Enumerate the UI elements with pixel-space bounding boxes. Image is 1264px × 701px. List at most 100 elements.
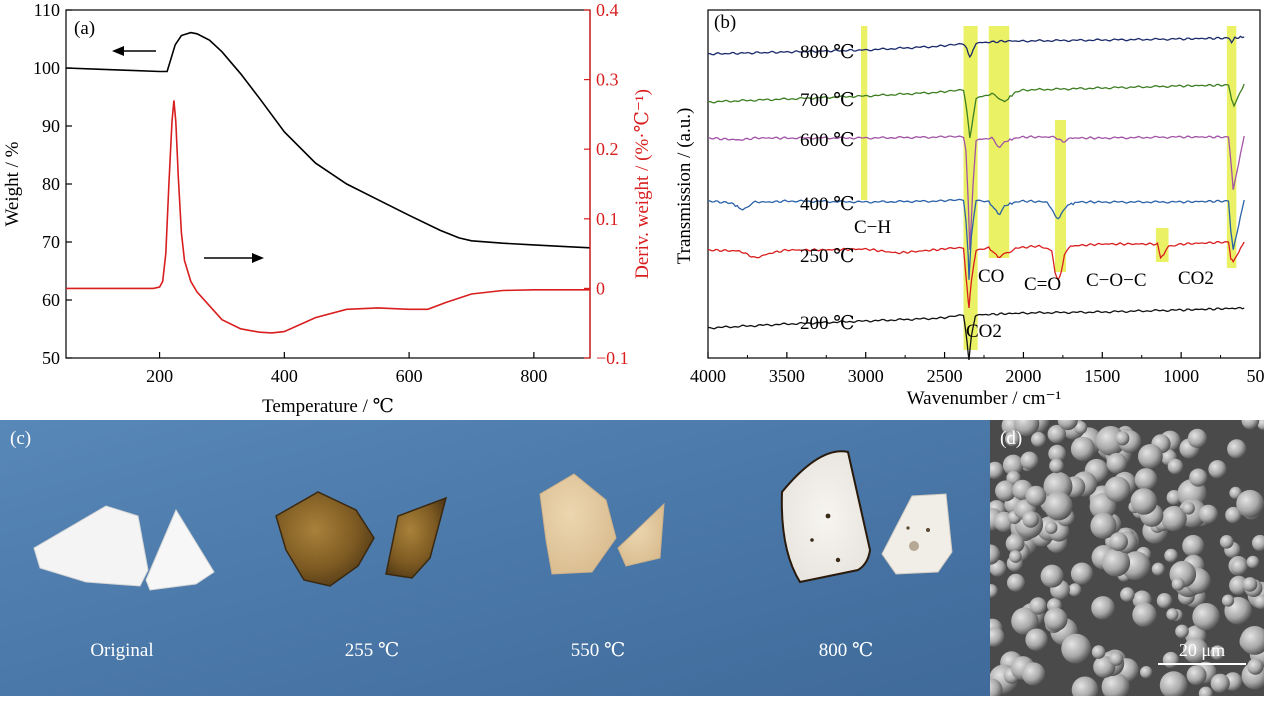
sample-photo: (c) Original 255 ℃ 550 ℃ 800 ℃ xyxy=(0,420,990,696)
y2-tick-label: −0.1 xyxy=(596,348,629,368)
right-arrow-annotation xyxy=(204,253,264,263)
x-tick-label: 400 xyxy=(271,366,298,386)
sem-particle xyxy=(1164,549,1178,563)
caption-550: 550 ℃ xyxy=(571,640,626,661)
sem-particle xyxy=(1236,490,1264,518)
highlight-band xyxy=(963,26,977,350)
deriv-weight-curve xyxy=(66,101,590,333)
caption-800: 800 ℃ xyxy=(819,640,874,661)
sem-particle xyxy=(1172,578,1185,591)
sem-particle xyxy=(1107,453,1128,474)
sem-particle xyxy=(1208,460,1226,478)
sem-particle xyxy=(1071,563,1093,585)
x-tick-label: 3500 xyxy=(769,366,805,386)
sem-particle xyxy=(1031,432,1046,447)
sem-particle xyxy=(1138,444,1163,469)
y2-tick-label: 0.2 xyxy=(596,139,619,159)
weight-curve xyxy=(66,33,590,248)
sem-particle xyxy=(1247,659,1263,675)
sem-particle xyxy=(1187,665,1207,685)
annotation-co2-right: CO2 xyxy=(1178,268,1214,289)
sem-particle xyxy=(1044,608,1067,631)
panel-label: (a) xyxy=(74,18,95,39)
x-tick-label: 800 xyxy=(520,366,547,386)
series-label: 200 ℃ xyxy=(800,313,855,334)
y2-tick-label: 0 xyxy=(596,278,605,298)
sem-particle xyxy=(1199,505,1218,524)
y2-tick-label: 0.1 xyxy=(596,209,619,229)
panel-label: (d) xyxy=(1000,428,1022,449)
y-tick-label: 50 xyxy=(42,348,60,368)
sem-particle xyxy=(1091,596,1115,620)
sem-particle xyxy=(1140,666,1152,678)
sem-particle xyxy=(1104,476,1130,502)
highlight-band xyxy=(861,26,867,200)
sem-particle xyxy=(1135,468,1158,491)
ftir-chart: 4000350030002500200015001000500 800 ℃700… xyxy=(672,0,1264,420)
sem-particle xyxy=(1025,629,1047,651)
sem-particle xyxy=(1222,595,1234,607)
x-tick-label: 4000 xyxy=(690,366,726,386)
y-axis-label: Transmission / (a.u.) xyxy=(674,108,695,265)
left-arrow-annotation xyxy=(112,46,156,56)
sem-image: (d) 20 μm xyxy=(990,420,1264,696)
y-tick-label: 60 xyxy=(42,290,60,310)
sem-particle xyxy=(1189,469,1207,487)
sem-particle xyxy=(1120,587,1135,602)
y-axis-label-left: Weight / % xyxy=(2,141,23,226)
x-tick-label: 200 xyxy=(146,366,173,386)
x-tick-label: 3000 xyxy=(848,366,884,386)
y-tick-label: 70 xyxy=(42,232,60,252)
sem-particle xyxy=(1182,535,1204,557)
x-axis-label: Wavenumber / cm⁻¹ xyxy=(907,388,1062,409)
highlight-band xyxy=(1227,26,1236,268)
annotation-c-double-o: C=O xyxy=(1024,274,1061,295)
sem-particle xyxy=(1115,431,1129,445)
x-tick-label: 500 xyxy=(1247,366,1264,386)
x-tick-label: 600 xyxy=(396,366,423,386)
y-tick-label: 90 xyxy=(42,116,60,136)
series-label: 600 ℃ xyxy=(800,130,855,151)
plot-frame xyxy=(708,10,1260,358)
sem-particle xyxy=(1192,603,1220,631)
sem-particle xyxy=(1006,534,1025,553)
sem-particle xyxy=(1182,502,1195,515)
y2-tick-label: 0.4 xyxy=(596,0,619,20)
sem-particle xyxy=(1131,488,1158,515)
sem-particle xyxy=(1231,558,1247,574)
sem-particle xyxy=(1166,608,1178,620)
x-tick-label: 2000 xyxy=(1005,366,1041,386)
sem-particle xyxy=(1068,583,1081,596)
caption-original: Original xyxy=(90,640,153,661)
scale-bar-label: 20 μm xyxy=(1179,640,1225,660)
y-tick-label: 110 xyxy=(34,0,60,20)
sem-particle xyxy=(1152,563,1165,576)
sem-particle xyxy=(1061,634,1091,664)
sem-particle xyxy=(1026,486,1047,507)
panel-d-sem: (d) 20 μm xyxy=(990,420,1264,696)
panel-label: (c) xyxy=(10,428,31,449)
x-tick-label: 1500 xyxy=(1084,366,1120,386)
caption-255: 255 ℃ xyxy=(345,640,400,661)
sem-particle xyxy=(1109,652,1123,666)
annotation-ch: C−H xyxy=(854,217,891,238)
y2-tick-label: 0.3 xyxy=(596,70,619,90)
series-label: 250 ℃ xyxy=(800,246,855,267)
sem-particle xyxy=(1092,645,1106,659)
series-label: 400 ℃ xyxy=(800,194,855,215)
sem-particle xyxy=(1022,662,1045,685)
sem-particle xyxy=(1227,439,1246,458)
panel-label: (b) xyxy=(714,12,736,33)
sem-particle xyxy=(1007,574,1025,592)
sem-particle xyxy=(1044,492,1073,521)
x-tick-label: 1000 xyxy=(1163,366,1199,386)
annotation-c-o-c: C−O−C xyxy=(1086,270,1147,291)
y-axis-label-right: Deriv. weight / (%·℃⁻¹) xyxy=(632,89,653,279)
sem-particle xyxy=(1109,532,1128,551)
annotation-co: CO xyxy=(978,266,1004,287)
sem-particle xyxy=(1045,521,1058,534)
sem-particle xyxy=(1041,565,1064,588)
sem-particle xyxy=(1188,429,1207,448)
